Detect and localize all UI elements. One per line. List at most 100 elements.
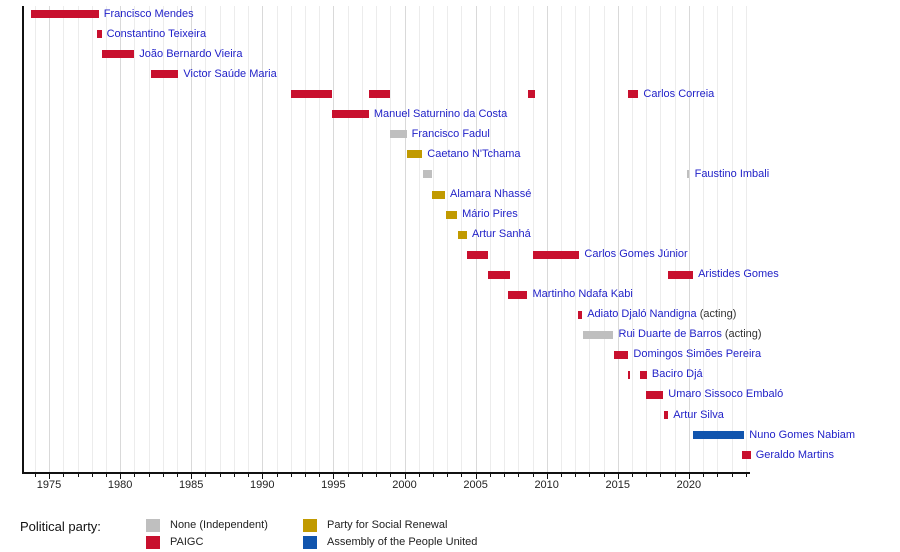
timeline-bar <box>151 70 179 79</box>
year-gridline <box>646 6 648 472</box>
person-label[interactable]: Baciro Djá <box>652 368 703 381</box>
timeline-bar <box>101 50 135 59</box>
year-gridline <box>290 6 292 472</box>
person-name[interactable]: Victor Saúde Maria <box>183 67 277 80</box>
year-gridline <box>191 6 193 472</box>
person-label[interactable]: Faustino Imbali <box>695 168 770 181</box>
x-axis-major-tick <box>49 474 50 479</box>
year-gridline <box>361 6 363 472</box>
x-axis-minor-tick <box>63 474 65 477</box>
person-label[interactable]: Mário Pires <box>462 208 518 221</box>
x-axis-minor-tick <box>233 474 235 477</box>
x-axis-minor-tick <box>575 474 577 477</box>
legend-swatch-prs <box>303 519 317 532</box>
person-label[interactable]: Alamara Nhassé <box>450 188 531 201</box>
person-label[interactable]: Martinho Ndafa Kabi <box>533 288 633 301</box>
person-label[interactable]: Caetano N'Tchama <box>427 148 520 161</box>
year-gridline <box>276 6 278 472</box>
person-name[interactable]: Faustino Imbali <box>694 167 770 180</box>
person-name[interactable]: Domingos Simões Pereira <box>633 348 762 361</box>
year-gridline <box>617 6 619 472</box>
year-gridline <box>632 6 633 472</box>
timeline-bar <box>582 330 614 339</box>
legend-item-paigc: PAIGC <box>146 536 203 549</box>
person-name[interactable]: Manuel Saturnino da Costa <box>373 107 508 120</box>
legend-swatch-none <box>146 519 160 532</box>
x-axis-major-tick <box>617 474 619 479</box>
person-label[interactable]: Domingos Simões Pereira <box>633 348 761 361</box>
timeline-bar <box>423 170 433 179</box>
person-label[interactable]: Rui Duarte de Barros (acting) <box>619 328 762 341</box>
person-label[interactable]: João Bernardo Vieira <box>139 48 242 61</box>
person-label[interactable]: Constantino Teixeira <box>107 28 206 41</box>
x-axis-minor-tick <box>276 474 278 477</box>
x-axis-tick-label: 2005 <box>463 479 488 491</box>
person-name[interactable]: Geraldo Martins <box>755 448 834 461</box>
person-name[interactable]: Francisco Fadul <box>411 127 490 140</box>
person-name[interactable]: Martinho Ndafa Kabi <box>532 288 633 301</box>
person-label[interactable]: Artur Sanhá <box>472 228 531 241</box>
x-axis-major-tick <box>120 474 122 479</box>
person-name[interactable]: Mário Pires <box>462 208 518 220</box>
x-axis-minor-tick <box>376 474 377 477</box>
person-label[interactable]: Artur Silva <box>673 409 724 422</box>
year-gridline <box>390 6 392 472</box>
person-name[interactable]: Constantino Teixeira <box>106 27 207 40</box>
person-name[interactable]: João Bernardo Vieira <box>139 47 243 60</box>
x-axis-minor-tick <box>447 474 449 477</box>
year-gridline <box>319 6 321 472</box>
year-gridline <box>575 6 577 472</box>
person-name[interactable]: Umaro Sissoco Embaló <box>668 388 784 401</box>
person-label[interactable]: Nuno Gomes Nabiam <box>749 429 855 442</box>
timeline-bar <box>628 90 639 99</box>
legend-item-apu: Assembly of the People United <box>303 536 477 549</box>
person-label[interactable]: Francisco Fadul <box>412 128 490 141</box>
person-name[interactable]: Baciro Djá <box>651 368 703 381</box>
year-gridline <box>233 6 235 472</box>
x-axis-minor-tick <box>560 474 562 477</box>
person-name[interactable]: Adiato Djaló Nandigna <box>587 308 697 321</box>
person-label[interactable]: Carlos Correia <box>643 88 714 101</box>
person-name[interactable]: Artur Silva <box>673 408 724 421</box>
person-name[interactable]: Aristides Gomes <box>698 268 779 281</box>
year-gridline <box>518 6 520 472</box>
year-gridline <box>674 6 676 472</box>
person-label[interactable]: Victor Saúde Maria <box>183 68 276 81</box>
timeline-bar <box>406 150 423 159</box>
person-name[interactable]: Rui Duarte de Barros <box>618 328 722 341</box>
timeline-bar <box>508 290 528 299</box>
x-axis-major-tick <box>262 474 264 479</box>
person-name[interactable]: Carlos Gomes Júnior <box>584 248 688 261</box>
person-label[interactable]: Adiato Djaló Nandigna (acting) <box>587 308 736 321</box>
year-gridline <box>461 6 463 472</box>
x-axis-minor-tick <box>703 474 705 477</box>
legend-label-none: None (Independent) <box>170 519 268 531</box>
person-name[interactable]: Alamara Nhassé <box>450 188 532 200</box>
x-axis-minor-tick <box>390 474 392 477</box>
acting-suffix: (acting) <box>721 328 762 341</box>
x-axis-minor-tick <box>105 474 107 477</box>
x-axis-tick-label: 1975 <box>36 479 62 491</box>
person-label[interactable]: Carlos Gomes Júnior <box>584 248 687 261</box>
person-label[interactable]: Geraldo Martins <box>756 449 834 462</box>
person-name[interactable]: Francisco Mendes <box>103 7 194 20</box>
person-label[interactable]: Aristides Gomes <box>698 268 779 281</box>
year-gridline <box>703 6 705 472</box>
person-name[interactable]: Nuno Gomes Nabiam <box>749 428 856 441</box>
timeline-bar <box>627 370 631 379</box>
timeline-bar <box>368 90 391 99</box>
year-gridline <box>376 6 377 472</box>
person-name[interactable]: Carlos Correia <box>643 87 715 100</box>
timeline-bar <box>97 30 102 38</box>
timeline-bar <box>290 90 332 99</box>
person-name[interactable]: Artur Sanhá <box>472 228 531 241</box>
x-axis-minor-tick <box>660 474 662 477</box>
person-label[interactable]: Umaro Sissoco Embaló <box>668 388 783 401</box>
person-label[interactable]: Francisco Mendes <box>104 8 194 21</box>
person-name[interactable]: Caetano N'Tchama <box>427 147 521 160</box>
timeline-bar <box>639 370 647 379</box>
person-label[interactable]: Manuel Saturnino da Costa <box>374 108 507 121</box>
x-axis-major-tick <box>333 474 335 479</box>
x-axis-major-tick <box>191 474 193 479</box>
